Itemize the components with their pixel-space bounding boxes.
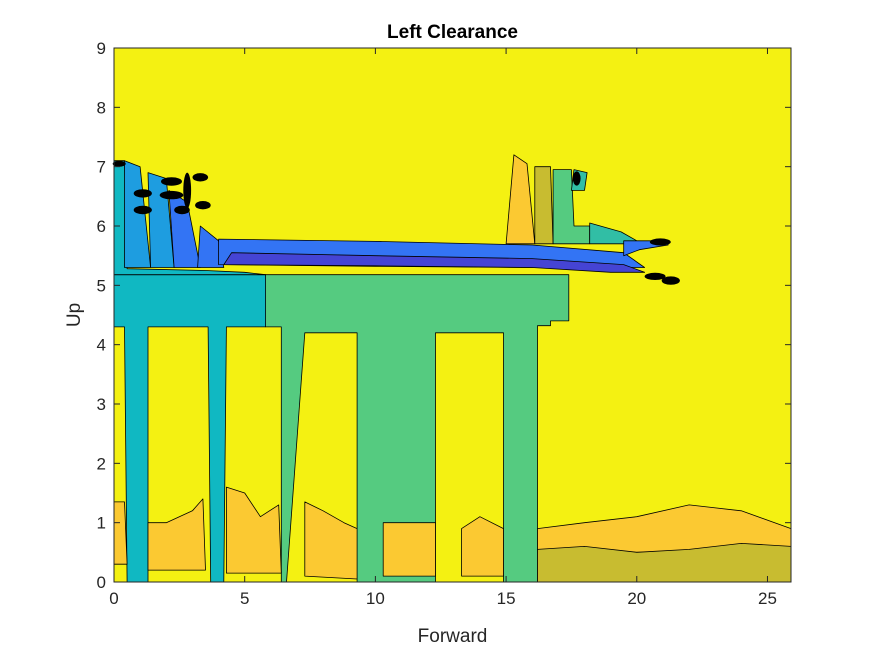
x-tick-label: 10 [366, 589, 385, 608]
contour-region-gold-7 [461, 516, 504, 577]
y-tick-label: 1 [97, 514, 106, 533]
contour-region-cyan_blue-16 [124, 160, 152, 268]
y-tick-label: 7 [97, 158, 106, 177]
contour-region-gold-4 [225, 486, 282, 574]
y-tick-label: 3 [97, 395, 106, 414]
x-tick-label: 5 [240, 589, 249, 608]
contour-blob-7 [192, 173, 209, 182]
contour-regions [113, 154, 792, 583]
y-axis-label: Up [64, 303, 85, 327]
x-tick-label: 25 [758, 589, 777, 608]
y-tick-label: 2 [97, 454, 106, 473]
contour-blob-8 [195, 201, 211, 210]
contour-blob-10 [644, 272, 666, 280]
contour-blob-3 [161, 177, 182, 186]
contour-blob-12 [572, 171, 581, 186]
contour-blob-1 [133, 189, 152, 198]
contour-blob-9 [649, 238, 671, 246]
contour-region-gold-3 [147, 498, 206, 571]
y-tick-label: 4 [97, 336, 106, 355]
contour-region-gold-6 [382, 522, 436, 577]
x-tick-label: 0 [109, 589, 118, 608]
contour-blob-2 [133, 205, 152, 215]
contour-region-gold-5 [304, 501, 358, 580]
chart-title: Left Clearance [387, 22, 518, 43]
y-tick-label: 8 [97, 98, 106, 117]
contour-region-olive-11 [534, 166, 554, 245]
contour-blob-5 [174, 205, 190, 215]
contour-region-gold-10 [505, 154, 536, 245]
y-tick-label: 0 [97, 573, 106, 592]
x-tick-label: 15 [497, 589, 516, 608]
y-tick-label: 5 [97, 276, 106, 295]
contour-blobs [112, 160, 680, 285]
contour-blob-6 [183, 172, 192, 209]
plot-area [112, 47, 792, 583]
contour-region-violet-21 [223, 252, 645, 273]
contour-region-teal-15 [113, 160, 267, 276]
x-axis-ticks: 0 5 10 15 20 25 [109, 48, 777, 608]
axes-box [113, 47, 792, 583]
contour-blob-11 [661, 276, 680, 285]
contour-blob-4 [159, 190, 184, 200]
y-tick-label: 9 [97, 39, 106, 58]
x-tick-label: 20 [627, 589, 646, 608]
contour-blob-0 [112, 160, 126, 167]
y-axis-ticks: 0 1 2 3 4 5 6 7 8 9 [97, 39, 791, 592]
contour-region-gold-2 [113, 501, 128, 565]
x-axis-label: Forward [418, 626, 488, 647]
y-tick-label: 6 [97, 217, 106, 236]
